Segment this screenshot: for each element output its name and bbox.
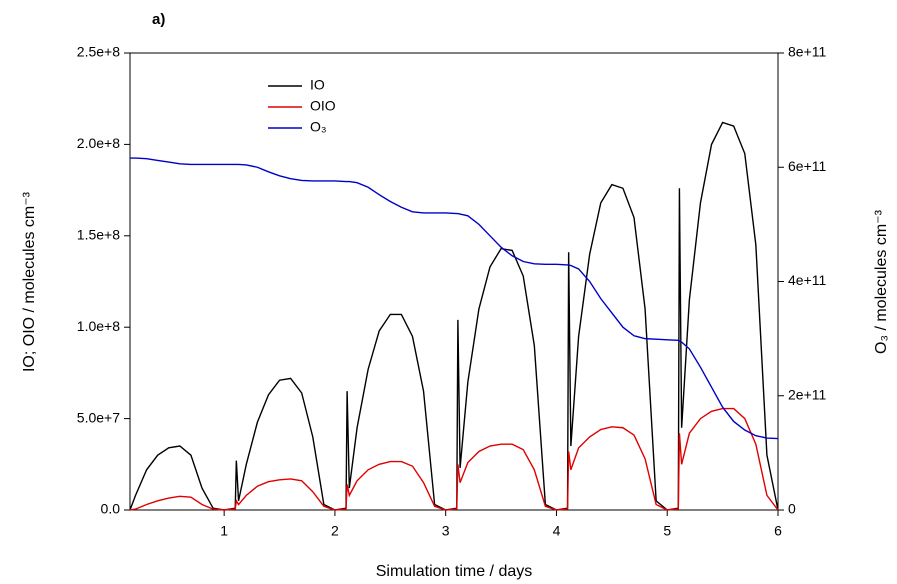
x-tick-label: 4 — [553, 523, 561, 539]
x-tick-label: 6 — [774, 523, 782, 539]
y-axis-label: IO; OIO / molecules cm⁻³ — [21, 191, 38, 372]
y-tick-label: 2.0e+8 — [77, 135, 120, 151]
legend-label: IO — [310, 77, 325, 93]
x-tick-label: 2 — [331, 523, 339, 539]
y-tick-label: 2.5e+8 — [77, 44, 120, 60]
y-tick-label: 5.0e+7 — [77, 409, 120, 425]
y-tick-label: 0.0 — [101, 501, 121, 517]
legend-label: OIO — [310, 98, 336, 114]
x-tick-label: 5 — [663, 523, 671, 539]
legend-label: O₃ — [310, 119, 327, 135]
y-tick-label: 1.5e+8 — [77, 227, 120, 243]
series-line — [130, 157, 779, 440]
y-tick-label: 1.0e+8 — [77, 318, 120, 334]
y2-tick-label: 4e+11 — [788, 272, 826, 288]
x-tick-label: 1 — [220, 523, 228, 539]
y2-tick-label: 2e+11 — [788, 386, 826, 402]
x-tick-label: 3 — [442, 523, 450, 539]
y2-tick-label: 8e+11 — [788, 44, 826, 60]
chart-title: a) — [152, 11, 165, 28]
y2-axis-label: O₃ / molecules cm⁻³ — [873, 209, 890, 354]
x-axis-label: Simulation time / days — [376, 563, 533, 580]
y2-tick-label: 6e+11 — [788, 158, 826, 174]
y2-tick-label: 0 — [788, 501, 796, 517]
series-line — [129, 407, 779, 511]
